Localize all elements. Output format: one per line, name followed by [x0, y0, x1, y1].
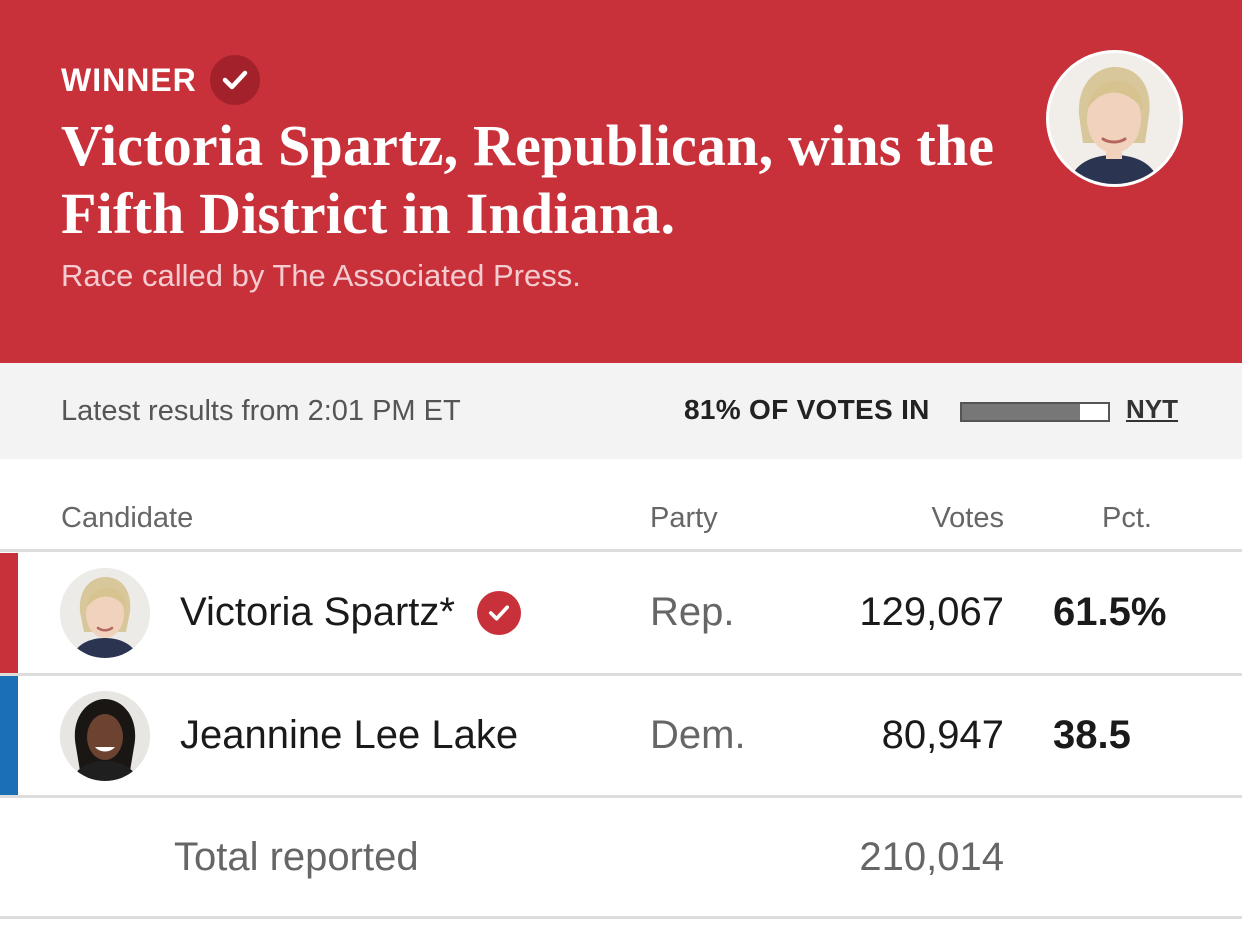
candidate-pct: 38.5	[1053, 713, 1131, 757]
winner-check-icon	[476, 590, 521, 635]
column-header-candidate: Candidate	[61, 502, 194, 534]
candidate-party: Dem.	[650, 713, 746, 757]
candidate-pct: 61.5%	[1053, 590, 1167, 634]
candidate-name: Jeannine Lee Lake	[180, 713, 519, 757]
nyt-estimate-link[interactable]: NYT	[1126, 394, 1178, 424]
total-reported-votes: 210,014	[859, 835, 1004, 879]
table-row: Victoria Spartz* Rep. 129,067 61.5%	[0, 553, 1242, 673]
candidate-name: Victoria Spartz*	[180, 590, 455, 634]
avatar	[60, 691, 150, 781]
votes-in-progress-bar	[960, 402, 1110, 422]
column-header-party: Party	[650, 502, 718, 534]
votes-in-progress-fill	[962, 404, 1081, 420]
column-header-pct: Pct.	[1102, 502, 1152, 534]
total-reported-label: Total reported	[174, 835, 419, 879]
latest-results-time: Latest results from 2:01 PM ET	[61, 395, 461, 427]
race-call-note: Race called by The Associated Press.	[61, 258, 581, 293]
winner-photo	[1046, 50, 1183, 187]
candidate-name-cell: Victoria Spartz*	[180, 590, 521, 635]
candidate-votes: 80,947	[881, 713, 1004, 757]
winner-row: WINNER	[61, 55, 260, 105]
check-circle-icon	[209, 55, 260, 105]
results-status-bar: Latest results from 2:01 PM ET 81% OF VO…	[0, 363, 1242, 459]
avatar	[60, 568, 150, 658]
column-header-votes: Votes	[931, 502, 1004, 534]
winner-label: WINNER	[61, 61, 197, 98]
row-divider	[0, 795, 1242, 798]
party-color-stripe	[0, 553, 18, 673]
header-divider	[0, 549, 1242, 552]
votes-in-label: 81% OF VOTES IN	[684, 394, 930, 425]
row-divider	[0, 673, 1242, 676]
party-color-stripe	[0, 676, 18, 796]
headline: Victoria Spartz, Republican, wins the Fi…	[61, 113, 995, 246]
table-row: Jeannine Lee Lake Dem. 80,947 38.5	[0, 676, 1242, 796]
winner-banner: WINNER Victoria Spartz, Republican, wins…	[0, 0, 1242, 363]
candidate-name-cell: Jeannine Lee Lake	[180, 713, 518, 758]
candidate-party: Rep.	[650, 590, 735, 634]
candidate-votes: 129,067	[859, 590, 1004, 634]
table-bottom-rule	[0, 916, 1242, 919]
